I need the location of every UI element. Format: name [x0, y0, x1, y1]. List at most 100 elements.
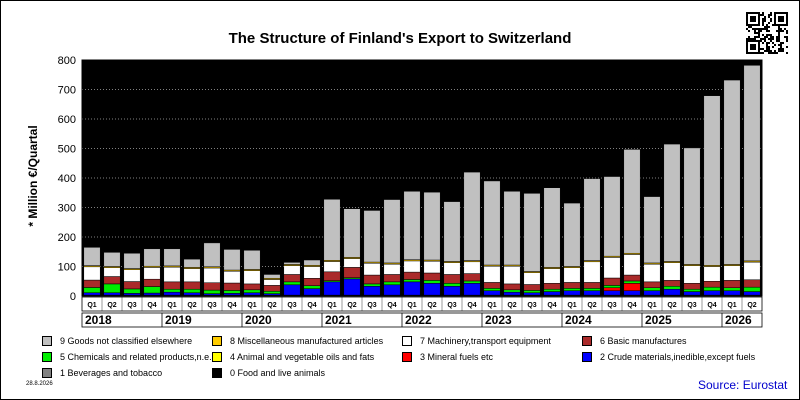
- bar-segment: [363, 274, 381, 285]
- x-tick-label: Q4: [547, 302, 556, 309]
- bar-segment: [603, 285, 621, 288]
- year-label: 2025: [645, 313, 672, 327]
- bar-segment: [383, 274, 401, 283]
- bar-segment: [383, 281, 401, 286]
- x-tick-label: Q4: [707, 302, 716, 309]
- x-tick-label: Q4: [307, 302, 316, 309]
- bar-segment: [463, 280, 481, 284]
- bar-segment: [283, 274, 301, 283]
- bar-segment: [383, 284, 401, 296]
- bar-segment: [423, 280, 441, 284]
- bar-segment: [543, 288, 561, 292]
- bar-segment: [483, 290, 501, 296]
- bar-segment: [483, 265, 501, 283]
- x-tick-label: Q3: [447, 302, 456, 309]
- bar-segment: [703, 286, 721, 291]
- year-axis-band: [81, 312, 763, 328]
- bar-segment: [103, 276, 121, 285]
- bar-segment: [363, 286, 381, 296]
- bar-segment: [543, 291, 561, 296]
- qr-code-icon: [746, 12, 788, 54]
- bar-segment: [263, 274, 281, 279]
- year-label: 2019: [165, 313, 192, 327]
- bar-segment: [503, 283, 521, 291]
- bar-segment: [243, 250, 261, 270]
- bar-segment: [703, 95, 721, 266]
- bar-segment: [83, 279, 101, 288]
- bar-segment: [743, 261, 761, 281]
- bar-segment: [683, 147, 701, 265]
- legend-swatch: [42, 336, 52, 346]
- bar-segment: [623, 283, 641, 291]
- legend-item: 5 Chemicals and related products,n.e.s.: [42, 352, 219, 362]
- bar-segment: [523, 290, 541, 294]
- bar-segment: [743, 286, 761, 292]
- bar-segment: [83, 287, 101, 294]
- bar-segment: [163, 291, 181, 296]
- bar-segment: [483, 282, 501, 289]
- bar-segment: [323, 198, 341, 261]
- x-tick-label: Q2: [267, 302, 276, 309]
- x-tick-label: Q2: [667, 302, 676, 309]
- bar-segment: [403, 281, 421, 296]
- y-tick-label: 500: [58, 144, 76, 156]
- bar-segment: [343, 208, 361, 258]
- bar-segment: [603, 176, 621, 257]
- bar-segment: [743, 291, 761, 296]
- x-tick-label: Q4: [387, 302, 396, 309]
- bar-segment: [323, 261, 341, 273]
- bar-segment: [723, 290, 741, 296]
- bar-segment: [443, 283, 461, 287]
- bar-segment: [603, 277, 621, 286]
- bar-segment: [423, 272, 441, 281]
- bar-segment: [563, 290, 581, 296]
- bar-segment: [563, 202, 581, 267]
- legend-item: 0 Food and live animals: [212, 368, 325, 378]
- bar-segment: [583, 261, 601, 283]
- x-tick-label: Q1: [567, 302, 576, 309]
- bar-segment: [623, 254, 641, 276]
- bar-segment: [563, 267, 581, 283]
- x-tick-label: Q4: [467, 302, 476, 309]
- bar-segment: [143, 286, 161, 294]
- bar-segment: [643, 290, 661, 296]
- bar-segment: [503, 289, 521, 293]
- legend-item: 8 Miscellaneous manufactured articles: [212, 336, 383, 346]
- bar-segment: [523, 284, 541, 291]
- bar-segment: [643, 287, 661, 291]
- legend-item: 4 Animal and vegetable oils and fats: [212, 352, 374, 362]
- bar-segment: [443, 201, 461, 262]
- bar-segment: [683, 283, 701, 290]
- y-tick-label: 0: [70, 291, 76, 303]
- bar-segment: [243, 270, 261, 285]
- x-tick-label: Q2: [347, 302, 356, 309]
- bar-segment: [303, 266, 321, 279]
- year-label: 2026: [725, 313, 752, 327]
- bar-segment: [103, 292, 121, 296]
- bar-segment: [283, 265, 301, 275]
- bar-segment: [203, 282, 221, 291]
- bar-segment: [123, 252, 141, 269]
- bar-segment: [123, 293, 141, 296]
- bar-segment: [343, 258, 361, 268]
- year-label: 2023: [485, 313, 512, 327]
- bar-segment: [663, 280, 681, 287]
- bar-segment: [663, 286, 681, 290]
- bar-segment: [683, 291, 701, 296]
- bar-segment: [683, 288, 701, 292]
- x-tick-label: Q3: [607, 302, 616, 309]
- legend-swatch: [402, 336, 412, 346]
- bar-segment: [423, 283, 441, 296]
- legend-label: 9 Goods not classified elsewhere: [60, 336, 193, 346]
- x-tick-label: Q1: [647, 302, 656, 309]
- x-tick-label: Q4: [147, 302, 156, 309]
- legend-item: 7 Machinery,transport equipment: [402, 336, 551, 346]
- bar-segment: [103, 283, 121, 294]
- bar-segment: [623, 274, 641, 282]
- bar-segment: [303, 288, 321, 296]
- bar-segment: [143, 267, 161, 280]
- bar-segment: [183, 258, 201, 268]
- bar-segment: [623, 290, 641, 296]
- qr-code-graphic: [746, 12, 788, 54]
- bar-segment: [323, 271, 341, 281]
